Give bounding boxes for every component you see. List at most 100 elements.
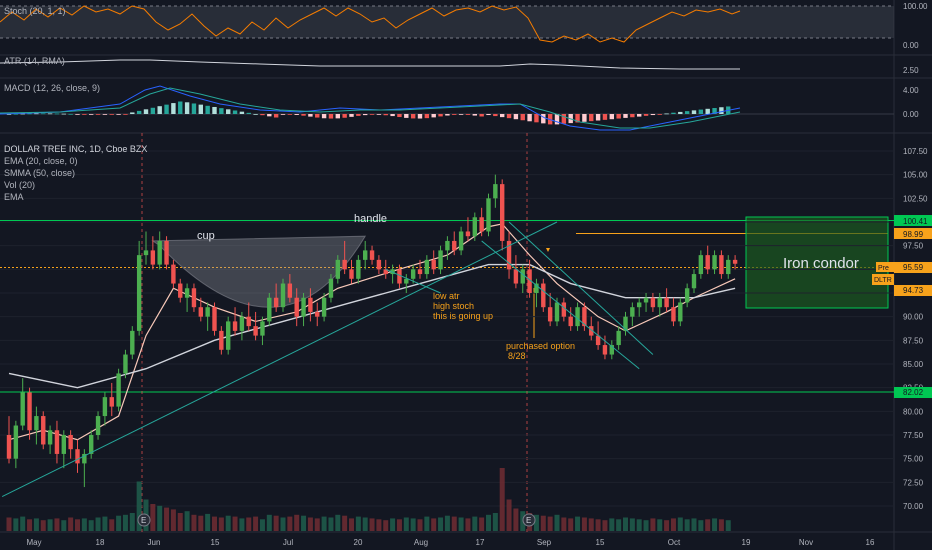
volume-bar (232, 516, 238, 531)
volume-bar (725, 520, 731, 531)
candle-body (20, 392, 25, 426)
macd-hist-bar (356, 114, 361, 116)
time-tick-label: Aug (414, 538, 428, 547)
time-tick-label: Oct (668, 538, 681, 547)
macd-hist-bar (130, 112, 135, 114)
volume-bar (595, 519, 601, 531)
macd-hist-bar (506, 114, 512, 119)
text-layer: Stoch (20, 1, 1) 100.00 0.00 ATR (14, RM… (4, 2, 932, 527)
candle-body (95, 416, 101, 435)
earnings-badge[interactable] (522, 513, 536, 527)
candle-body (13, 425, 19, 459)
tag-dltr: 94.73 (903, 286, 924, 295)
time-tick-label: 20 (354, 538, 363, 547)
macd-title: MACD (12, 26, close, 9) (4, 83, 100, 93)
macd-hist-bar (554, 114, 560, 125)
volume-bar (698, 520, 704, 531)
macd-hist-bar (116, 114, 121, 115)
time-tick-label: May (26, 538, 41, 547)
candle-body (308, 297, 313, 312)
macd-hist-bar (650, 114, 656, 116)
macd-hist-bar (136, 110, 142, 114)
candle-body (541, 283, 546, 308)
volume-bar (61, 520, 67, 531)
volume-bar (212, 516, 217, 531)
volume-bar (362, 517, 368, 531)
candle-body (342, 259, 347, 270)
volume-bar (486, 514, 491, 531)
macd-hist-bar (664, 113, 669, 115)
macd-hist-bar (102, 114, 108, 115)
candle-body (232, 321, 238, 331)
volume-bar (273, 515, 279, 531)
macd-hist-bar (301, 114, 306, 116)
volume-bar (390, 518, 396, 531)
candle-body (6, 435, 12, 459)
volume-bar (150, 504, 156, 531)
candle-body (726, 259, 731, 275)
macd-hist-bar (472, 114, 477, 116)
price-tick-label: 72.50 (903, 478, 924, 487)
volume-bar (664, 520, 670, 531)
volume-bar (335, 514, 341, 531)
cup-layer (151, 235, 367, 308)
volume-bar (417, 519, 423, 531)
volume-bar (670, 518, 676, 531)
macd-hist-bar (287, 114, 293, 115)
price-tick-label: 107.50 (903, 147, 928, 156)
volume-bar (438, 517, 444, 531)
volume-bar (684, 519, 690, 531)
macd-hist-bar (6, 114, 12, 115)
candle-body (383, 269, 388, 275)
time-tick-label: 15 (596, 538, 605, 547)
macd-hist-bar (109, 114, 114, 115)
trendline (508, 221, 654, 355)
candle-body (41, 416, 46, 445)
volume-bar (540, 515, 546, 531)
volume-bar (136, 481, 142, 531)
candle-body (732, 259, 738, 264)
candle-body (691, 274, 697, 289)
time-tick-label: 17 (476, 538, 485, 547)
candle-body (390, 269, 395, 275)
time-tick-label: Jul (283, 538, 293, 547)
volume-bar (205, 513, 211, 531)
candle-body (198, 307, 203, 317)
volume-bar (218, 517, 224, 531)
macd-hist-bar (20, 113, 25, 115)
macd-hist-bar (157, 106, 162, 114)
candle-body (349, 269, 354, 279)
candle-body (575, 307, 580, 327)
candle-body (698, 255, 704, 275)
candle-body (273, 297, 279, 308)
candle-body (369, 250, 375, 260)
macd-hist-bar (75, 114, 80, 115)
macd-hist-bar (719, 107, 724, 114)
macd-hist-bar (246, 112, 251, 114)
earnings-badge[interactable] (137, 513, 151, 527)
volume-bar (472, 516, 478, 531)
macd-hist-bar (34, 113, 39, 115)
macd-hist-bar (561, 114, 567, 124)
macd-hist-bar (595, 114, 601, 121)
price-tick-label: 90.00 (903, 313, 924, 322)
macd-hist-bar (397, 114, 402, 118)
macd-hist-bar (328, 114, 334, 119)
trendline (385, 268, 441, 294)
candle-body (253, 326, 258, 336)
price-tick-label: 85.00 (903, 360, 924, 369)
macd-hist-bar (445, 114, 450, 116)
volume-bar (643, 520, 649, 531)
volume-bar (122, 514, 128, 531)
macd-signal (0, 87, 741, 129)
stoch-line (0, 5, 741, 43)
volume-bar (13, 518, 19, 531)
macd-hist-bar (239, 111, 245, 114)
candle-body (130, 330, 135, 355)
volume-bar (424, 516, 430, 531)
candle-body (534, 283, 539, 293)
candle-body (479, 217, 484, 232)
candle-body (417, 269, 423, 275)
macd-hist-bar (315, 114, 320, 118)
volume-bar (554, 514, 560, 531)
